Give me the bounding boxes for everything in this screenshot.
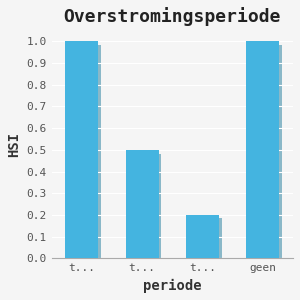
Bar (249, 46, 282, 259)
Bar (128, 154, 161, 259)
Bar (65, 41, 98, 259)
Y-axis label: HSI: HSI (7, 132, 21, 157)
Bar (126, 150, 159, 259)
Bar (68, 46, 101, 259)
X-axis label: periode: periode (143, 279, 202, 293)
Bar (186, 215, 219, 259)
Bar (246, 41, 280, 259)
Bar (189, 218, 222, 259)
Title: Overstromingsperiode: Overstromingsperiode (64, 7, 281, 26)
